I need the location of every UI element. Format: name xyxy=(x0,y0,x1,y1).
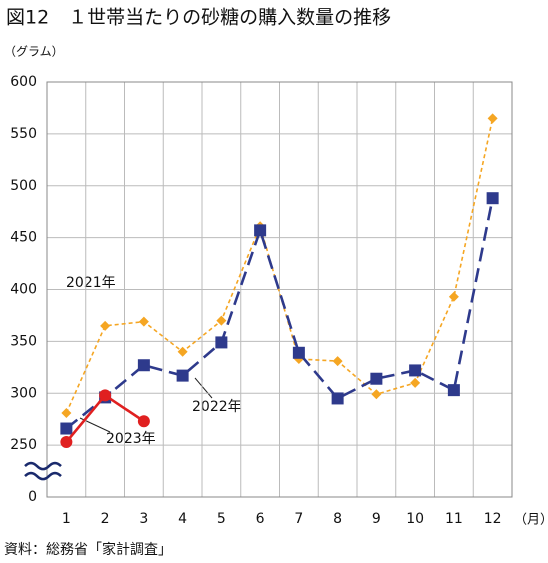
marker xyxy=(215,336,228,349)
marker xyxy=(137,415,150,428)
marker xyxy=(292,346,305,359)
marker xyxy=(370,372,383,385)
marker xyxy=(448,291,459,302)
y-tick-label: 400 xyxy=(10,282,37,298)
marker xyxy=(99,389,112,402)
marker xyxy=(254,224,267,237)
x-tick-label: 2 xyxy=(101,511,110,527)
y-tick-label: 550 xyxy=(10,126,37,142)
x-unit: （月） xyxy=(514,513,548,528)
marker xyxy=(447,384,460,397)
y-tick-label: 250 xyxy=(10,437,37,453)
y-tick-label: 600 xyxy=(10,74,37,90)
leader-line xyxy=(194,377,213,399)
series-line xyxy=(65,197,494,430)
chart-title: 図12 １世帯当たりの砂糖の購入数量の推移 xyxy=(6,7,391,29)
marker xyxy=(100,320,111,331)
y-tick-label: 450 xyxy=(10,230,37,246)
y-unit: （グラム） xyxy=(4,45,64,59)
x-tick-label: 10 xyxy=(406,511,424,527)
marker xyxy=(138,316,149,327)
marker xyxy=(371,389,382,400)
marker xyxy=(331,392,344,405)
series-label: 2021年 xyxy=(66,275,116,291)
x-tick-label: 1 xyxy=(62,511,71,527)
marker xyxy=(332,356,343,367)
axis-break xyxy=(24,471,62,481)
y-tick-label: 350 xyxy=(10,333,37,349)
x-tick-label: 12 xyxy=(484,511,502,527)
series-label: 2022年 xyxy=(192,399,242,415)
marker xyxy=(410,377,421,388)
x-tick-label: 3 xyxy=(139,511,148,527)
marker xyxy=(409,364,422,377)
x-tick-label: 6 xyxy=(256,511,265,527)
y-tick-label: 500 xyxy=(10,178,37,194)
marker xyxy=(60,422,73,435)
marker xyxy=(486,192,499,205)
x-tick-label: 7 xyxy=(294,511,303,527)
source: 資料：総務省「家計調査」 xyxy=(4,541,172,558)
axis-break xyxy=(24,461,62,471)
marker xyxy=(177,346,188,357)
marker xyxy=(61,407,72,418)
x-tick-label: 9 xyxy=(372,511,381,527)
marker xyxy=(176,369,189,382)
x-tick-label: 8 xyxy=(333,511,342,527)
y-tick-label: 300 xyxy=(10,385,37,401)
x-tick-label: 5 xyxy=(217,511,226,527)
x-tick-label: 4 xyxy=(178,511,187,527)
marker xyxy=(137,359,150,372)
y-tick-label: 0 xyxy=(28,489,37,505)
marker xyxy=(216,315,227,326)
marker xyxy=(60,436,73,449)
series-line xyxy=(65,118,494,414)
plot-frame xyxy=(46,81,513,498)
series-label: 2023年 xyxy=(106,431,156,447)
marker xyxy=(487,113,498,124)
x-tick-label: 11 xyxy=(445,511,463,527)
